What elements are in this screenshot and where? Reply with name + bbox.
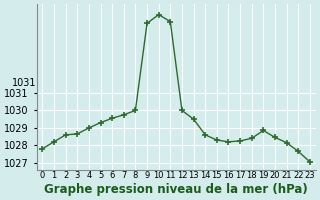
X-axis label: Graphe pression niveau de la mer (hPa): Graphe pression niveau de la mer (hPa)	[44, 183, 308, 196]
Text: 1031: 1031	[12, 78, 36, 88]
